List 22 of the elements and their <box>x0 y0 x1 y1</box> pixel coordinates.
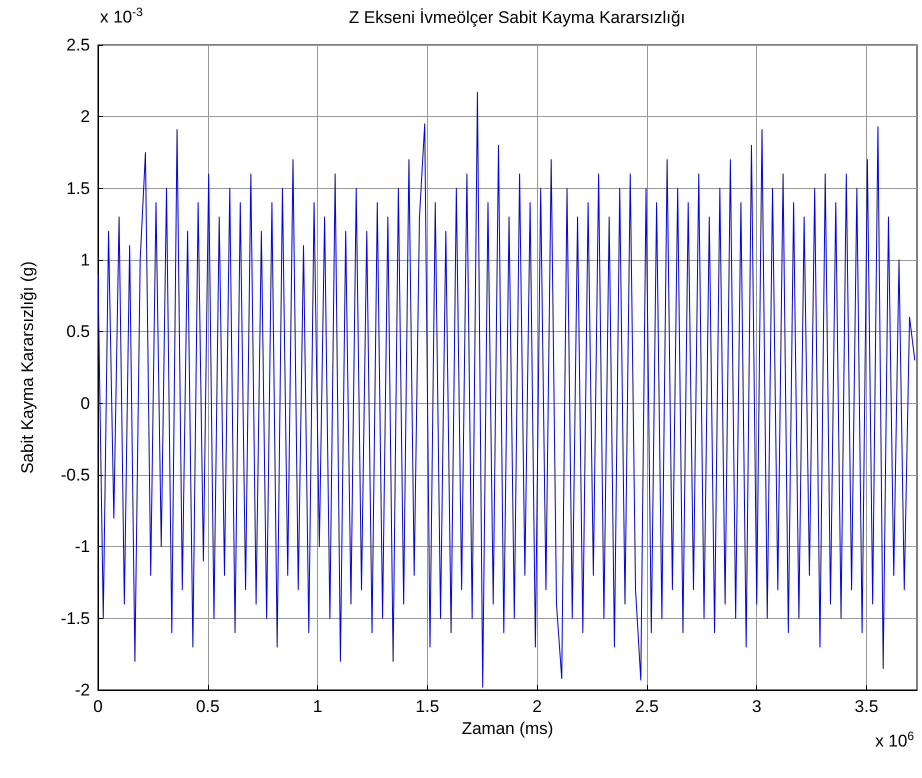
y-tick-label: 2 <box>80 107 90 126</box>
y-tick-label: 0 <box>80 394 90 413</box>
y-tick-label: -0.5 <box>60 466 90 484</box>
y-tick-label: -1 <box>74 537 90 556</box>
x-tick-label: 0 <box>93 697 103 716</box>
x-tick-label: 1 <box>312 697 322 716</box>
y-tick-label: 0.5 <box>66 322 90 342</box>
x-tick-label: 1.5 <box>416 697 440 716</box>
x-tick-label: 3.5 <box>854 697 878 716</box>
y-tick-label: 2.5 <box>66 36 90 54</box>
y-tick-label: -1.5 <box>60 608 90 628</box>
y-axis-title: Sabit Kayma Kararsızlığı (g) <box>18 261 37 474</box>
x-tick-label: 2.5 <box>635 697 659 716</box>
y-tick-label: 1 <box>80 250 90 270</box>
x-axis-title: Zaman (ms) <box>462 719 554 738</box>
chart-title: Z Ekseni İvmeölçer Sabit Kayma Kararsızlığı <box>348 8 686 27</box>
y-tick-label: 1.5 <box>66 178 90 198</box>
x-tick-label: 3 <box>752 697 762 716</box>
x-tick-label: 0.5 <box>196 697 220 716</box>
y-tick-label: -2 <box>74 680 90 700</box>
x-tick-label: 2 <box>532 697 542 716</box>
line-series <box>98 92 916 688</box>
